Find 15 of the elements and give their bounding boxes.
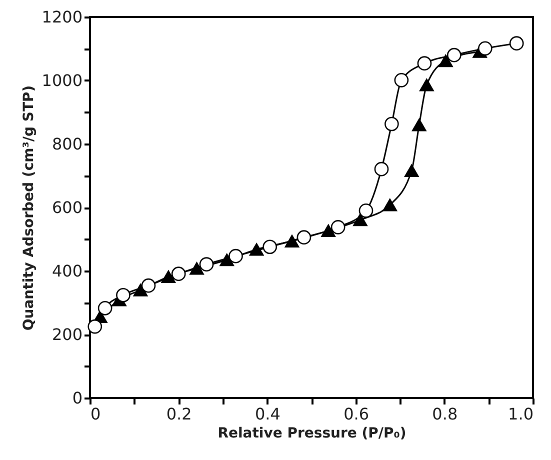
y-tick-label: 1200 [42,8,82,26]
y-tick-label: 800 [52,134,82,154]
y-tick-label: 400 [52,262,82,280]
x-axis-title: Relative Pressure (P/P₀) [218,426,406,442]
x-tick-label: 0.6 [344,404,370,424]
x-tick-label: 1.0 [508,404,534,424]
y-tick-label: 0 [72,388,82,408]
x-tick-label: 0.8 [432,404,458,424]
y-tick-label: 600 [52,198,82,217]
y-tick-label: 200 [52,325,82,344]
x-tick-label: 0 [90,404,101,424]
x-tick-label: 0.2 [166,404,192,424]
x-tick-label: 0.4 [254,404,280,424]
y-tick-label: 1000 [42,71,82,90]
y-axis-title: Quantity Adsorbed (cm³/g STP) [20,85,37,331]
